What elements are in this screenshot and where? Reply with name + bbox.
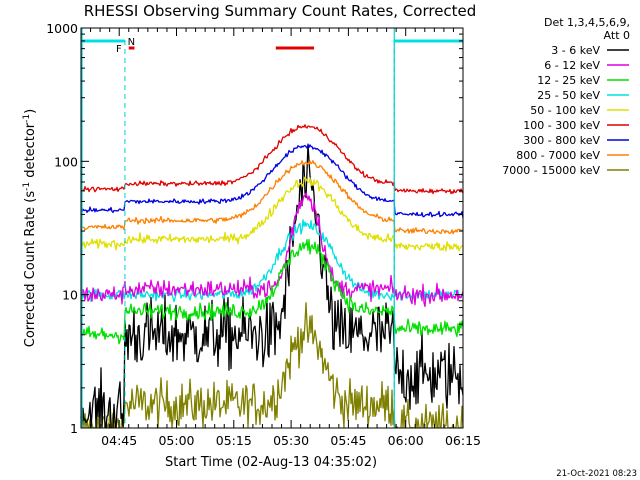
legend-label: 50 - 100 keV xyxy=(530,104,600,117)
legend-label: 800 - 7000 keV xyxy=(516,149,600,162)
legend-header-line: Det 1,3,4,5,6,9, xyxy=(544,16,630,29)
y-axis-label: Corrected Count Rate (s-1 detector-1) xyxy=(22,109,38,347)
legend-label: 100 - 300 keV xyxy=(523,119,600,132)
chart-title: RHESSI Observing Summary Count Rates, Co… xyxy=(84,2,477,20)
y-tick-label: 1 xyxy=(70,421,78,436)
x-tick-label: 05:30 xyxy=(273,433,309,448)
x-tick-label: 06:15 xyxy=(445,433,481,448)
axis-layer: 04:45 05:00 05:15 05:30 05:45 06:00 06:15 1 10 10… xyxy=(46,21,481,448)
flag-layer: FN xyxy=(81,28,463,428)
legend-label: 7000 - 15000 keV xyxy=(502,164,600,177)
y-tick-label: 10 xyxy=(62,288,78,303)
x-tick-label: 05:15 xyxy=(216,433,252,448)
y-axis-label-main: Corrected Count Rate (s xyxy=(23,191,38,348)
series-line-50-100kev xyxy=(80,176,464,252)
y-tick-label: 1000 xyxy=(46,21,78,36)
series-line-12-25kev xyxy=(80,239,464,345)
legend-label: 300 - 800 keV xyxy=(523,134,600,147)
legend-label: 3 - 6 keV xyxy=(551,44,600,57)
legend-header-line: Att 0 xyxy=(604,29,630,42)
x-tick-label: 04:45 xyxy=(101,433,137,448)
flag-label-f: F xyxy=(116,44,122,55)
x-tick-label: 06:00 xyxy=(388,433,424,448)
y-axis-label-sup1: -1 xyxy=(22,182,32,191)
y-tick-label: 100 xyxy=(54,154,78,169)
legend-label: 25 - 50 keV xyxy=(537,89,600,102)
legend-layer: Det 1,3,4,5,6,9,Att 0 3 - 6 keV 6 - 12 keV… xyxy=(502,16,630,177)
series-line-800-7000kev xyxy=(80,160,464,235)
x-tick-label: 05:00 xyxy=(158,433,194,448)
series-line-300-800kev xyxy=(81,144,464,219)
legend-label: 12 - 25 keV xyxy=(537,74,600,87)
y-axis-label-sup2: -1 xyxy=(22,114,32,123)
series-line-100-300kev xyxy=(80,124,464,195)
x-tick-label: 05:45 xyxy=(330,433,366,448)
x-axis-label: Start Time (02-Aug-13 04:35:02) xyxy=(165,455,377,470)
y-axis-label-mid: detector xyxy=(23,122,38,182)
timestamp-footer: 21-Oct-2021 08:23 xyxy=(556,469,637,479)
series-line-3-6kev xyxy=(80,143,464,429)
flag-label-n: N xyxy=(128,37,135,48)
y-axis-label-end: ) xyxy=(23,109,38,114)
legend-label: 6 - 12 keV xyxy=(544,59,600,72)
series-layer xyxy=(80,124,464,429)
